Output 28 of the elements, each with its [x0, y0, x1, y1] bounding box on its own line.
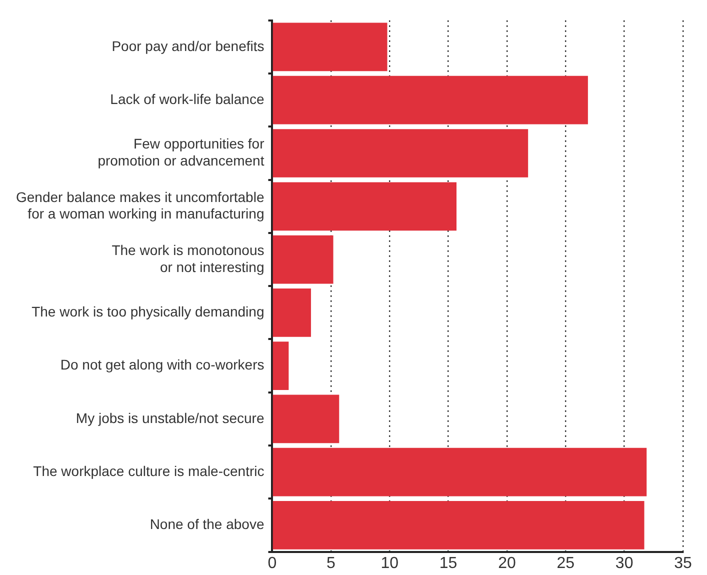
x-tick-label: 15 [439, 554, 458, 572]
y-tick-label: None of the above [150, 516, 264, 532]
x-tick-label: 20 [498, 554, 516, 572]
x-tick-label: 30 [615, 554, 634, 572]
bar [272, 129, 528, 178]
y-tick-label: Gender balance makes it uncomfortable for a woman working in manufacturing [16, 188, 264, 222]
y-tick-label: My jobs is unstable/not secure [76, 410, 264, 426]
bar [272, 288, 311, 337]
bar [272, 182, 456, 231]
x-tick-label: 25 [556, 554, 575, 572]
bar [272, 501, 644, 550]
y-tick-label: Do not get along with co-workers [60, 356, 264, 373]
bar [272, 235, 334, 284]
y-tick-label: Poor pay and/or benefits [112, 38, 264, 54]
bar [272, 22, 388, 72]
bar [272, 448, 647, 496]
y-tick-label: Few opportunities for promotion or advancement [98, 136, 265, 169]
x-tick-label: 5 [326, 554, 336, 572]
x-tick-label: 35 [674, 554, 692, 572]
bar [272, 76, 588, 124]
bar [272, 394, 340, 444]
x-tick-label: 0 [268, 554, 277, 572]
y-tick-label: The work is too physically demanding [32, 304, 264, 320]
y-tick-label: The workplace culture is male-centric [33, 462, 264, 479]
x-tick-label: 10 [380, 554, 399, 572]
y-tick-label: The work is monotonous or not interesting [112, 242, 264, 275]
bar [272, 342, 289, 390]
y-tick-label: Lack of work-life balance [110, 90, 264, 107]
